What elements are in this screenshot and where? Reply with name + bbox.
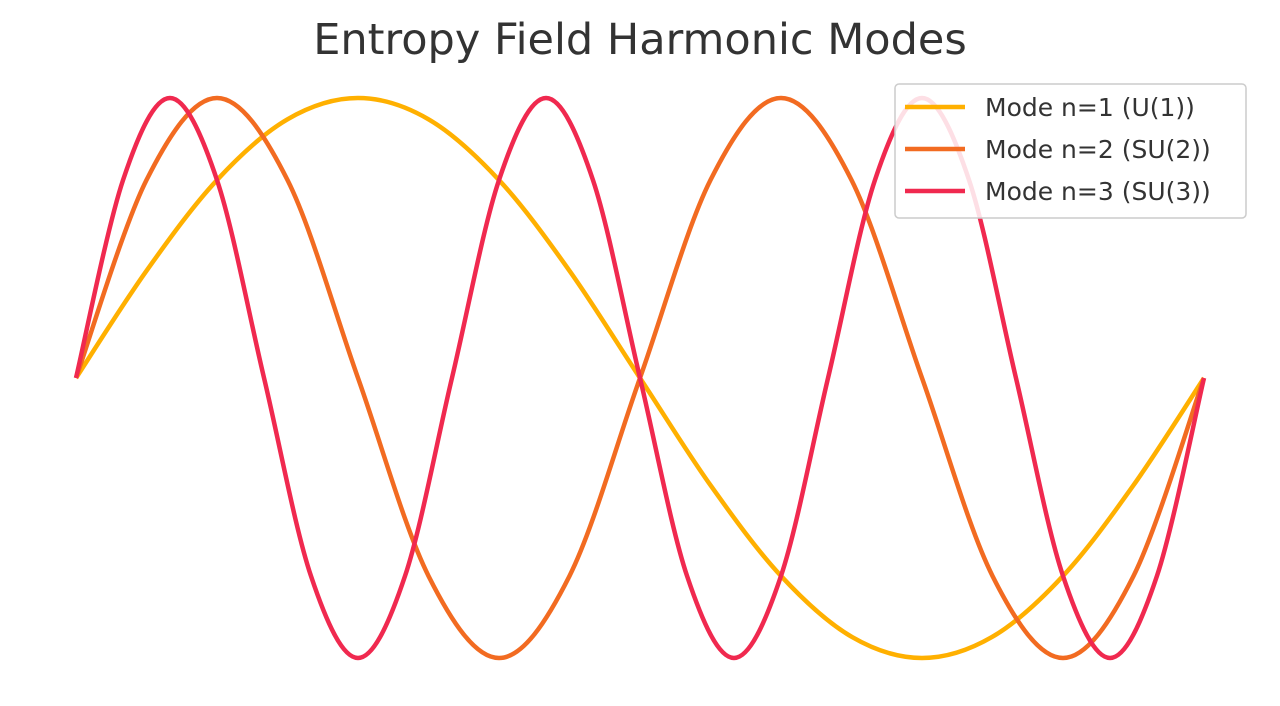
legend-entries: Mode n=1 (U(1)) Mode n=2 (SU(2)) Mode n=3 …: [905, 93, 1211, 206]
chart-title: Entropy Field Harmonic Modes: [313, 15, 967, 65]
legend-label-mode-1: Mode n=1 (U(1)): [985, 93, 1195, 122]
legend: Mode n=1 (U(1)) Mode n=2 (SU(2)) Mode n=3 …: [894, 83, 1247, 219]
legend-frame: [894, 83, 1247, 219]
legend-label-mode-2: Mode n=2 (SU(2)): [985, 135, 1211, 164]
legend-label-mode-3: Mode n=3 (SU(3)): [985, 177, 1211, 206]
plot-area: [73, 95, 1207, 661]
series-line-mode-3: [73, 95, 1207, 661]
